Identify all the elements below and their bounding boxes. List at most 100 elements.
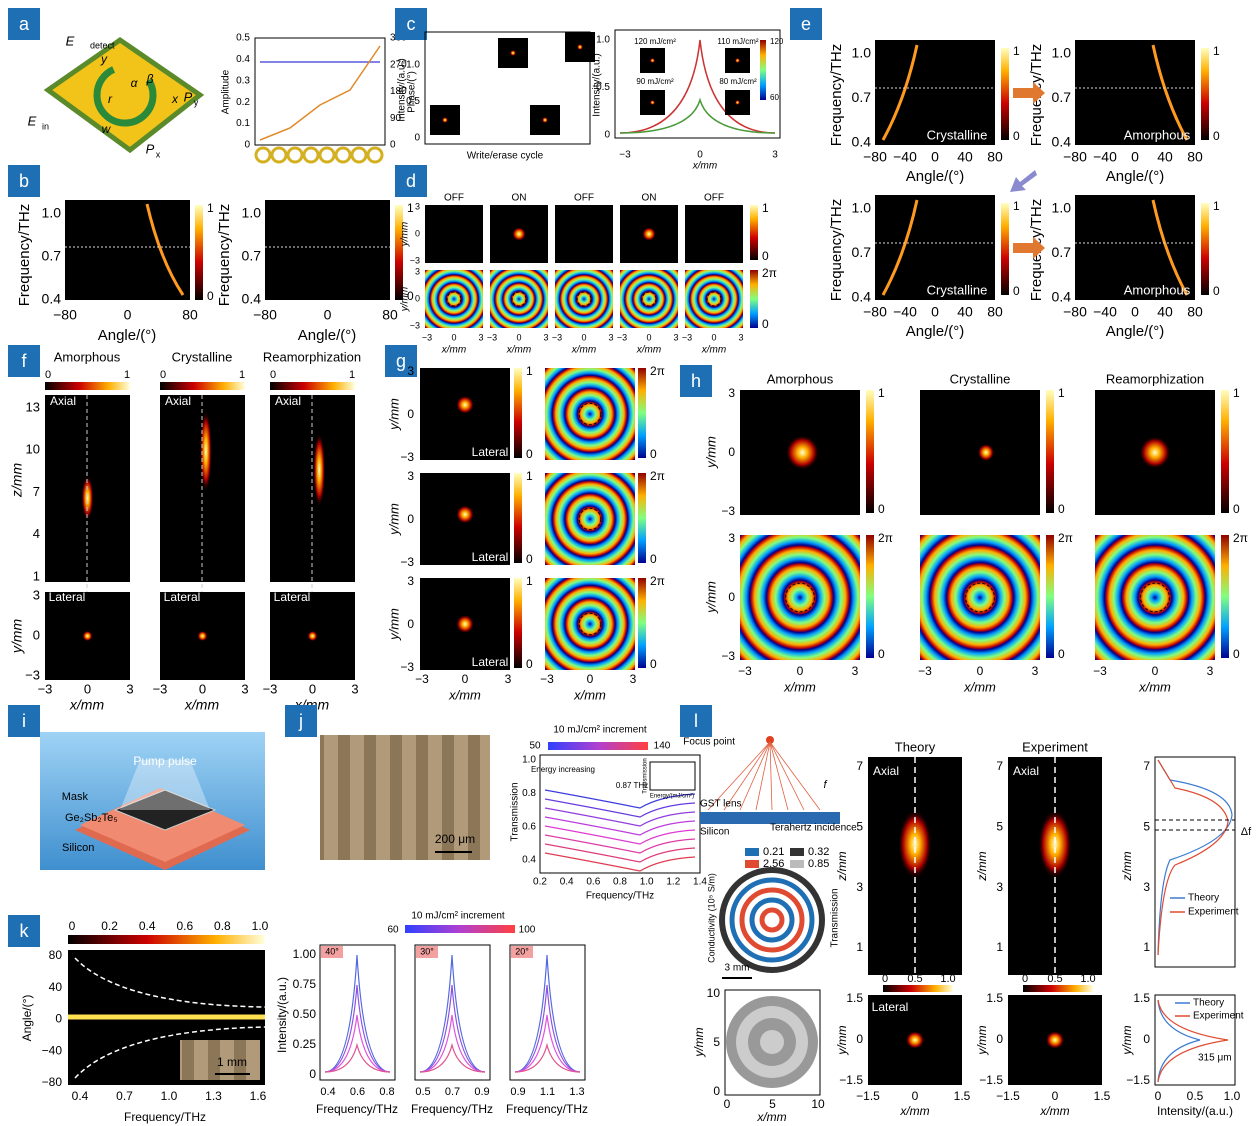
colorbar [638,578,646,668]
y-tick-label: 0.4 [42,291,62,307]
hot-spot [650,58,655,63]
x-tick-label: 0.6 [176,919,193,933]
label: 0 [160,369,166,381]
ring-icon [286,146,304,164]
label: Phase/(°) [407,71,418,113]
label: Lateral [164,590,201,604]
x-tick-label: 10 [811,1097,825,1111]
label: Axial [873,764,899,778]
hot-spot [785,435,820,470]
y-tick-label: 3 [407,469,414,483]
label: Energy/(mJ/cm²) [650,794,694,800]
colorbar-label: 2π [650,469,665,483]
hot-spot [307,630,318,642]
label: 0.5 [1047,973,1062,985]
x-tick-label: 1.0 [161,1089,178,1103]
focus-point [766,736,774,744]
heatmap [555,205,613,263]
transmission-curve [544,843,696,863]
panel-letter-box [790,8,822,40]
colorbar [750,205,758,260]
y-tick-label: 1.0 [522,755,536,766]
colorbar-label: 0 [1013,284,1020,298]
label: Amplitude [221,69,232,114]
heatmap [1075,40,1195,145]
x-tick-label: 0 [84,681,91,696]
label: 10 mJ/cm² increment [553,725,647,736]
x-tick-label: 1.3 [205,1089,222,1103]
label: Transmission [510,782,521,841]
hot-spot [199,409,212,493]
dispersion-band [881,199,919,296]
x-tick-label: −3 [422,332,432,342]
y-tick-label: −1.5 [839,1073,863,1087]
label: x/mm [756,1110,786,1124]
y-tick-label: 3 [856,880,863,894]
profile-curve [619,97,776,134]
y-tick-label: −3 [410,255,420,265]
ray [755,741,771,811]
label: Frequency/THz [411,1102,493,1116]
colorbar [1201,203,1209,295]
y-tick-label: 1.0 [1052,45,1072,61]
label: OFF [704,193,724,204]
colorbar-label: 1 [1213,199,1220,213]
x-tick-label: 0 [324,307,332,323]
label: z/mm [9,463,25,499]
label: Amorphous [1124,282,1191,297]
label: Energy increasing [531,765,595,774]
label: Frequency/THz [828,44,845,147]
axes-frame [1154,756,1236,968]
x-tick-label: 3 [1207,664,1214,678]
y-tick-label: −1.5 [1126,1073,1150,1087]
y-tick-label: 0.7 [852,89,872,105]
label: z/mm [1120,851,1134,881]
x-tick-label: 3 [505,672,512,686]
x-tick-label: 3 [1032,664,1039,678]
colorbar-label: 0 [650,447,657,461]
phase-ring [1140,582,1170,613]
x-tick-label: 0.8 [379,1086,394,1098]
x-tick-label: 0.7 [445,1086,460,1098]
y-tick-label: 0.4 [522,855,536,866]
x-tick-label: −1.5 [996,1089,1020,1103]
colorbar-label: 0 [650,657,657,671]
label: in [42,121,49,131]
panel-letter: g [396,351,406,371]
arrow [1013,82,1045,104]
label: x/mm [506,345,531,356]
label: 0 [45,369,51,381]
x-tick-label: 0.2 [101,919,118,933]
x-tick-label: 1.0 [1224,1089,1241,1103]
fit-curve [74,957,266,1008]
profile-theory [1157,759,1233,956]
panel-letter-box [8,165,40,197]
x-tick-label: 0 [516,332,521,342]
x-tick-label: 0 [1052,1089,1059,1103]
x-tick-label: 0 [797,664,804,678]
axes-frame [414,944,491,1081]
intensity-peak [514,984,581,1073]
x-tick-label: 0.7 [116,1089,133,1103]
x-tick-label: 0 [931,304,939,320]
y-tick-label: 0.7 [42,248,62,264]
label: y/mm [703,436,718,469]
y-tick-label: 1 [856,940,863,954]
panel-letter-box [395,8,427,40]
phase-map [425,270,483,328]
colorbar-label: 1 [526,469,533,483]
phase-ring [576,291,592,307]
label: 0 [270,369,276,381]
label: Intensity/(a.u.) [275,977,289,1053]
y-tick-label: 1.00 [293,947,317,961]
y-tick-label: 1.0 [596,35,610,46]
label: 60 [770,93,779,102]
colorbar [883,985,953,992]
label: x [156,149,161,159]
x-tick-label: 0 [724,1097,731,1111]
colorbar-label: 0 [1213,284,1220,298]
colorbar [405,925,515,933]
label: Angle/(°) [298,327,357,344]
y-tick-label: −3 [400,555,414,569]
y-tick-label: 1.0 [242,205,262,221]
